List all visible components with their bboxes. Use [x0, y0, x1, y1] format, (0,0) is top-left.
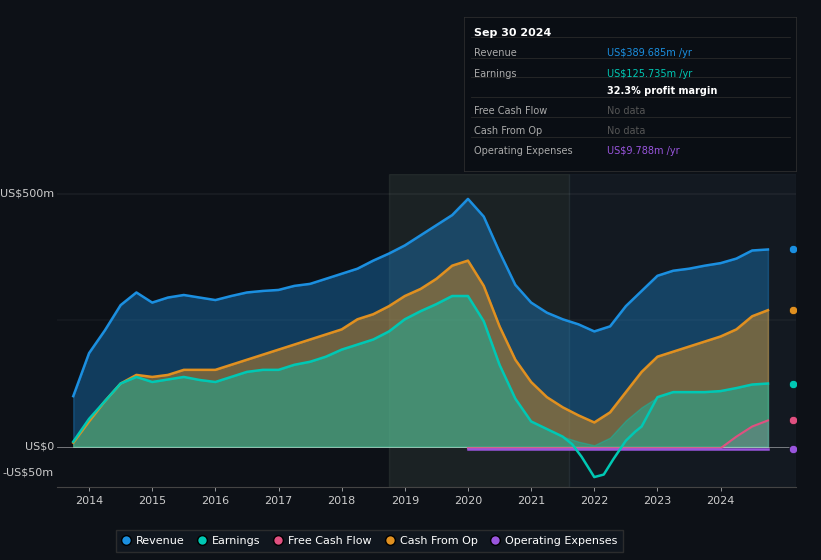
- Text: Free Cash Flow: Free Cash Flow: [474, 106, 547, 116]
- Text: Earnings: Earnings: [474, 69, 516, 79]
- Legend: Revenue, Earnings, Free Cash Flow, Cash From Op, Operating Expenses: Revenue, Earnings, Free Cash Flow, Cash …: [116, 530, 623, 552]
- Text: Cash From Op: Cash From Op: [474, 126, 542, 136]
- Text: Sep 30 2024: Sep 30 2024: [474, 27, 551, 38]
- Text: No data: No data: [607, 106, 645, 116]
- Text: US$125.735m /yr: US$125.735m /yr: [607, 69, 692, 79]
- Text: Operating Expenses: Operating Expenses: [474, 146, 572, 156]
- Text: 32.3% profit margin: 32.3% profit margin: [607, 86, 718, 96]
- Text: US$9.788m /yr: US$9.788m /yr: [607, 146, 680, 156]
- Text: Revenue: Revenue: [474, 48, 516, 58]
- Bar: [569, 174, 796, 487]
- Text: US$0: US$0: [25, 442, 54, 452]
- Text: US$500m: US$500m: [0, 189, 54, 199]
- Text: -US$50m: -US$50m: [2, 467, 54, 477]
- Bar: [389, 174, 569, 487]
- Text: No data: No data: [607, 126, 645, 136]
- Text: US$389.685m /yr: US$389.685m /yr: [607, 48, 692, 58]
